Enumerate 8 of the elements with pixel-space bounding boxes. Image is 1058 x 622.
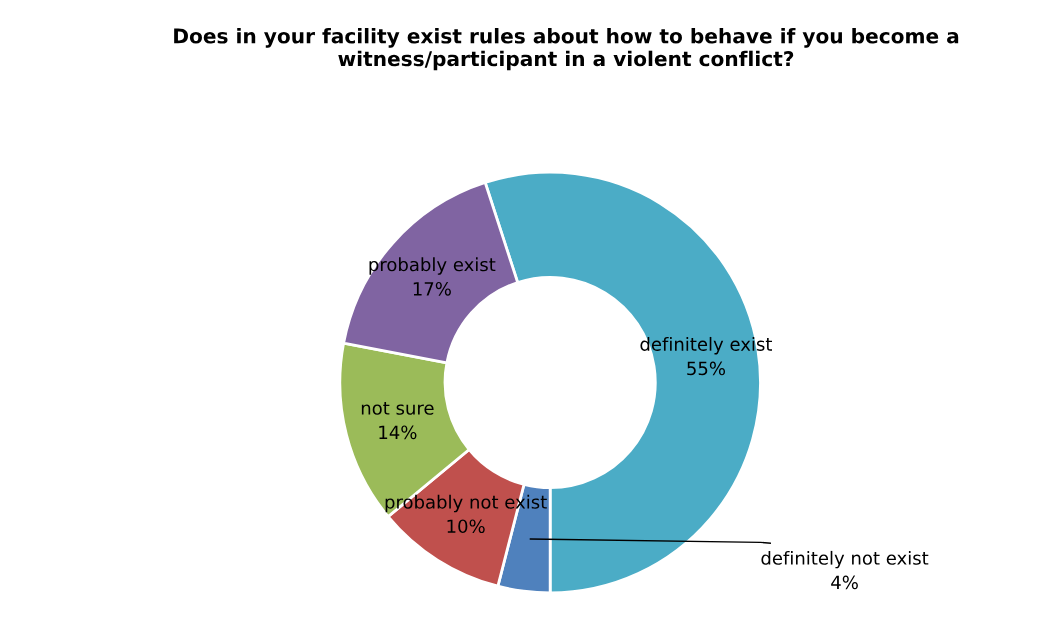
chart-title: Does in your facility exist rules about how to behave if you become a witness/participant in a violent conflict?: [174, 27, 959, 71]
data-label: 10%: [447, 519, 485, 534]
data-label: 55%: [687, 361, 726, 376]
data-label: 4%: [831, 575, 858, 590]
data-label: 14%: [379, 425, 417, 440]
slice-label: definitely not exist: [761, 550, 929, 569]
data-label: 17%: [413, 281, 451, 296]
slice-label: not sure: [361, 401, 434, 415]
